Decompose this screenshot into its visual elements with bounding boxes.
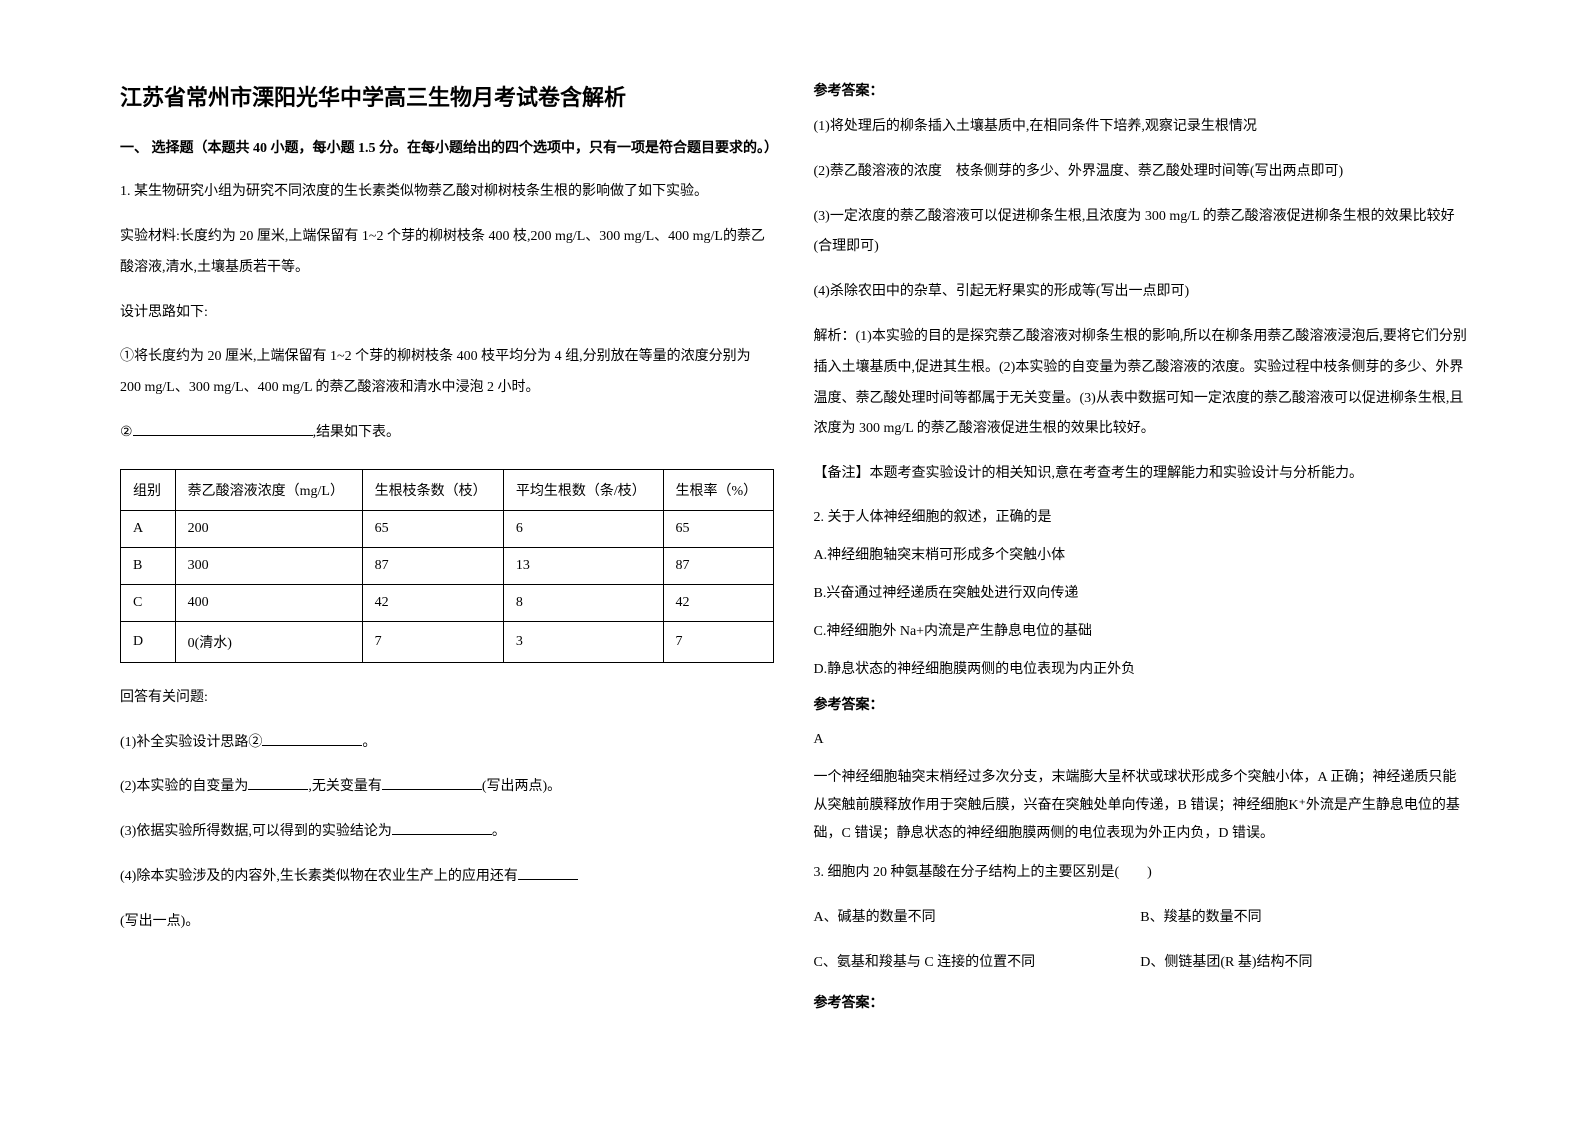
table-cell: 8 [503, 584, 663, 621]
sub3-pre: (3)依据实验所得数据,可以得到的实验结论为 [120, 824, 392, 839]
sub1-pre: (1)补全实验设计思路② [120, 735, 262, 750]
table-cell: 200 [175, 510, 362, 547]
sub4-pre: (4)除本实验涉及的内容外,生长素类似物在农业生产上的应用还有 [120, 869, 518, 884]
table-cell: 13 [503, 547, 663, 584]
answer-2: (2)萘乙酸溶液的浓度 枝条侧芽的多少、外界温度、萘乙酸处理时间等(写出两点即可… [814, 157, 1468, 188]
explanation: 解析：(1)本实验的目的是探究萘乙酸溶液对柳条生根的影响,所以在柳条用萘乙酸溶液… [814, 322, 1468, 445]
question-1-material: 实验材料:长度约为 20 厘米,上端保留有 1~2 个芽的柳树枝条 400 枝,… [120, 222, 774, 284]
q2-choice-c: C.神经细胞外 Na+内流是产生静息电位的基础 [814, 618, 1468, 646]
q2-choice-d: D.静息状态的神经细胞膜两侧的电位表现为内正外负 [814, 656, 1468, 684]
table-cell: 3 [503, 621, 663, 662]
table-cell: 42 [362, 584, 503, 621]
q3-choice-a: A、碱基的数量不同 [814, 903, 1141, 934]
step2-prefix: ② [120, 425, 133, 440]
table-row: A20065665 [121, 510, 774, 547]
table-cell: C [121, 584, 176, 621]
q3-choice-c: C、氨基和羧基与 C 连接的位置不同 [814, 948, 1141, 979]
step2-suffix: ,结果如下表。 [313, 425, 401, 440]
sub2: (2)本实验的自变量为 ,无关变量有 (写出两点)。 [120, 772, 774, 803]
left-column: 江苏省常州市溧阳光华中学高三生物月考试卷含解析 一、 选择题（本题共 40 小题… [100, 80, 794, 1042]
q2-answer: A [814, 726, 1468, 754]
table-cell: 6 [503, 510, 663, 547]
table-cell: 7 [362, 621, 503, 662]
sub4: (4)除本实验涉及的内容外,生长素类似物在农业生产上的应用还有 [120, 862, 774, 893]
blank [262, 732, 362, 746]
q2-choice-b: B.兴奋通过神经递质在突触处进行双向传递 [814, 580, 1468, 608]
th-group: 组别 [121, 469, 176, 510]
sub2-pre: (2)本实验的自变量为 [120, 779, 248, 794]
blank [392, 821, 492, 835]
right-column: 参考答案： (1)将处理后的柳条插入土壤基质中,在相同条件下培养,观察记录生根情… [794, 80, 1488, 1042]
table-cell: 87 [362, 547, 503, 584]
table-cell: 7 [663, 621, 773, 662]
sub-intro: 回答有关问题: [120, 683, 774, 714]
table-cell: A [121, 510, 176, 547]
question-1-design: 设计思路如下: [120, 298, 774, 329]
table-cell: 87 [663, 547, 773, 584]
blank-line [133, 422, 313, 436]
answer-header-3: 参考答案： [814, 992, 1468, 1012]
table-row: D0(清水)737 [121, 621, 774, 662]
table-cell: 42 [663, 584, 773, 621]
section-header: 一、 选择题（本题共 40 小题，每小题 1.5 分。在每小题给出的四个选项中，… [120, 136, 774, 161]
blank [382, 776, 482, 790]
q2-choice-a: A.神经细胞轴突末梢可形成多个突触小体 [814, 542, 1468, 570]
table-cell: D [121, 621, 176, 662]
question-3: 3. 细胞内 20 种氨基酸在分子结构上的主要区别是( ) [814, 858, 1468, 889]
th-count: 生根枝条数（枝） [362, 469, 503, 510]
table-cell: B [121, 547, 176, 584]
blank [248, 776, 308, 790]
answer-header-2: 参考答案： [814, 694, 1468, 714]
table-cell: 0(清水) [175, 621, 362, 662]
answer-3: (3)一定浓度的萘乙酸溶液可以促进柳条生根,且浓度为 300 mg/L 的萘乙酸… [814, 202, 1468, 264]
table-cell: 300 [175, 547, 362, 584]
data-table: 组别 萘乙酸溶液浓度（mg/L） 生根枝条数（枝） 平均生根数（条/枝） 生根率… [120, 469, 774, 663]
th-avg: 平均生根数（条/枝） [503, 469, 663, 510]
question-1-intro: 1. 某生物研究小组为研究不同浓度的生长素类似物萘乙酸对柳树枝条生根的影响做了如… [120, 177, 774, 208]
blank [518, 866, 578, 880]
table-cell: 65 [663, 510, 773, 547]
document-title: 江苏省常州市溧阳光华中学高三生物月考试卷含解析 [120, 80, 774, 112]
table-row: C40042842 [121, 584, 774, 621]
sub1: (1)补全实验设计思路② 。 [120, 728, 774, 759]
th-conc: 萘乙酸溶液浓度（mg/L） [175, 469, 362, 510]
table-cell: 65 [362, 510, 503, 547]
sub1-post: 。 [362, 735, 376, 750]
table-header-row: 组别 萘乙酸溶液浓度（mg/L） 生根枝条数（枝） 平均生根数（条/枝） 生根率… [121, 469, 774, 510]
q3-row2: C、氨基和羧基与 C 连接的位置不同 D、侧链基团(R 基)结构不同 [814, 948, 1468, 979]
q3-choice-d: D、侧链基团(R 基)结构不同 [1140, 948, 1467, 979]
q3-row1: A、碱基的数量不同 B、羧基的数量不同 [814, 903, 1468, 934]
sub4-note: (写出一点)。 [120, 907, 774, 938]
q3-choice-b: B、羧基的数量不同 [1140, 903, 1467, 934]
question-1-step2: ② ,结果如下表。 [120, 418, 774, 449]
answer-4: (4)杀除农田中的杂草、引起无籽果实的形成等(写出一点即可) [814, 277, 1468, 308]
q2-explanation: 一个神经细胞轴突末梢经过多次分支，末端膨大呈杯状或球状形成多个突触小体，A 正确… [814, 764, 1468, 848]
answer-1: (1)将处理后的柳条插入土壤基质中,在相同条件下培养,观察记录生根情况 [814, 112, 1468, 143]
sub3: (3)依据实验所得数据,可以得到的实验结论为 。 [120, 817, 774, 848]
note: 【备注】本题考查实验设计的相关知识,意在考查考生的理解能力和实验设计与分析能力。 [814, 459, 1468, 490]
sub2-post: (写出两点)。 [482, 779, 561, 794]
th-rate: 生根率（%） [663, 469, 773, 510]
question-2: 2. 关于人体神经细胞的叙述，正确的是 [814, 504, 1468, 532]
sub3-post: 。 [492, 824, 506, 839]
table-row: B300871387 [121, 547, 774, 584]
answer-header: 参考答案： [814, 80, 1468, 100]
table-cell: 400 [175, 584, 362, 621]
sub2-mid: ,无关变量有 [308, 779, 382, 794]
question-1-step1: ①将长度约为 20 厘米,上端保留有 1~2 个芽的柳树枝条 400 枝平均分为… [120, 342, 774, 404]
